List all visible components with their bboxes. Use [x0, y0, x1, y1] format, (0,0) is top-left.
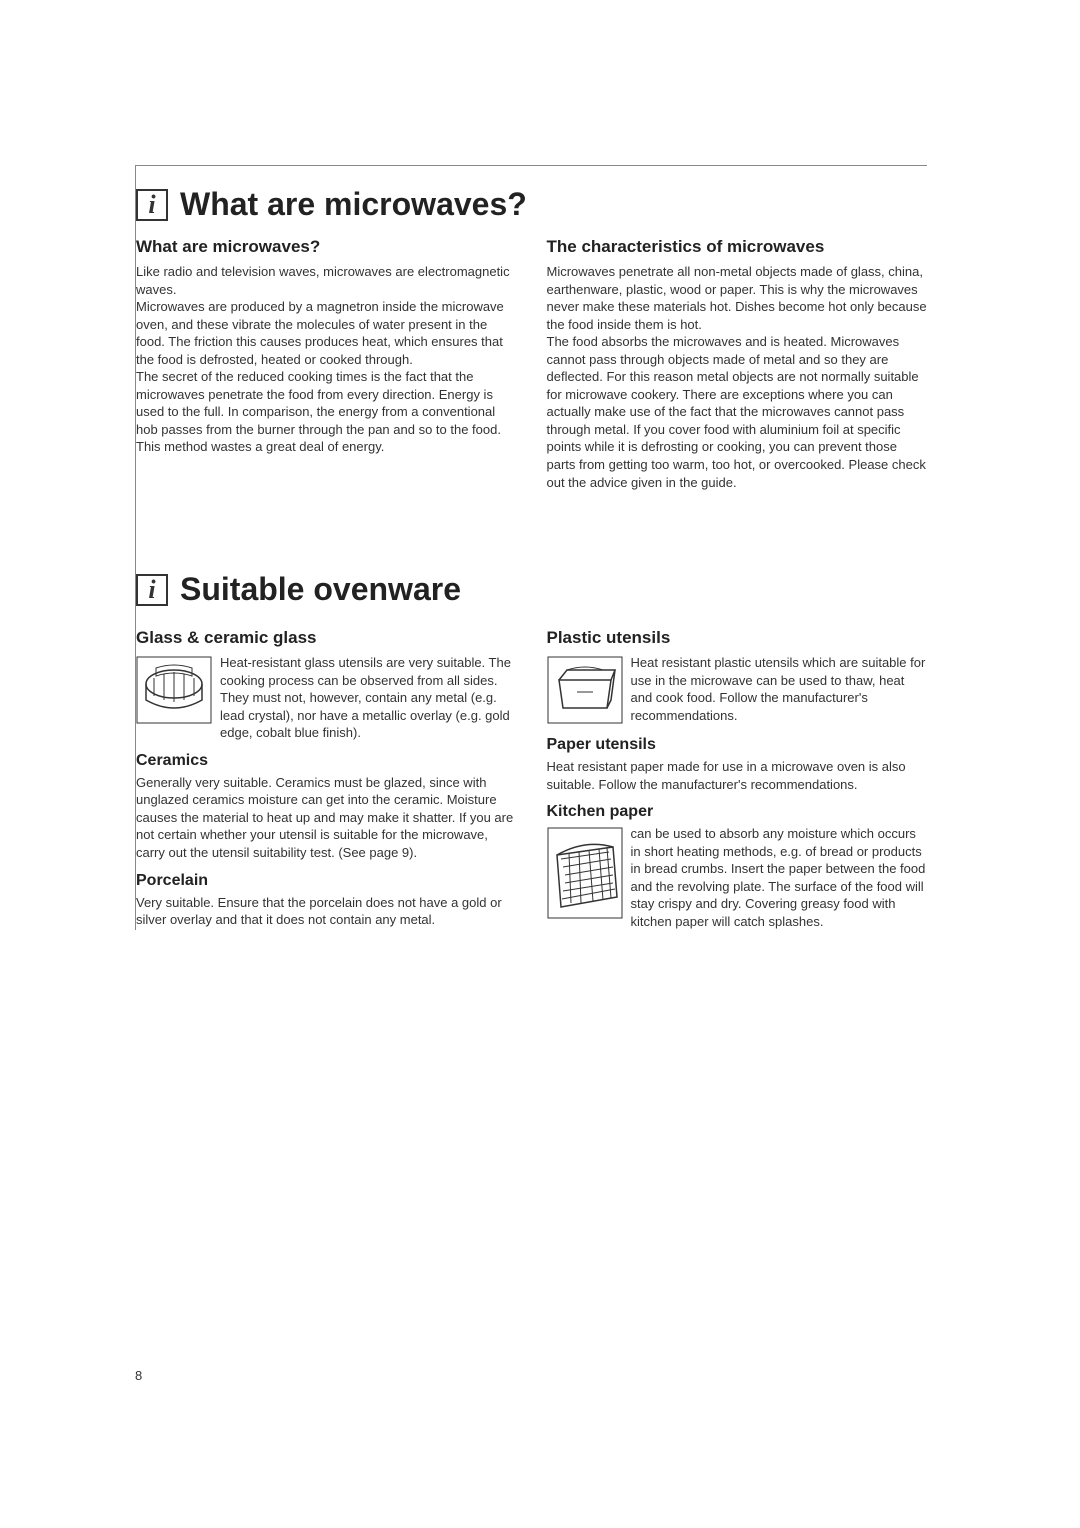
glass-dish-icon [136, 656, 212, 724]
section1-left-col: What are microwaves? Like radio and tele… [136, 237, 517, 491]
glass-heading: Glass & ceramic glass [136, 628, 517, 648]
section1-columns: What are microwaves? Like radio and tele… [136, 237, 927, 491]
porcelain-heading: Porcelain [136, 872, 517, 890]
ceramics-heading: Ceramics [136, 752, 517, 770]
glass-body: Heat-resistant glass utensils are very s… [136, 654, 517, 742]
paper-heading: Paper utensils [547, 736, 928, 754]
kitchen-body: can be used to absorb any moisture which… [547, 825, 928, 930]
section1-right-heading: The characteristics of microwaves [547, 237, 928, 257]
ceramics-body: Generally very suitable. Ceramics must b… [136, 774, 517, 862]
section1-left-body: Like radio and television waves, microwa… [136, 263, 517, 456]
section2: i Suitable ovenware Glass & ceramic glas… [136, 571, 927, 930]
section2-columns: Glass & ceramic glass Heat-resistant gla… [136, 622, 927, 930]
page-frame: i What are microwaves? What are microwav… [135, 165, 927, 930]
section2-title: Suitable ovenware [180, 571, 461, 608]
kitchen-wrap: can be used to absorb any moisture which… [631, 826, 926, 894]
section1-title-row: i What are microwaves? [136, 186, 927, 223]
porcelain-body: Very suitable. Ensure that the porcelain… [136, 894, 517, 929]
paper-body: Heat resistant paper made for use in a m… [547, 758, 928, 793]
section2-left-col: Glass & ceramic glass Heat-resistant gla… [136, 622, 517, 930]
plastic-container-icon [547, 656, 623, 724]
section2-right-col: Plastic utensils He [547, 622, 928, 930]
kitchen-paper-icon [547, 827, 623, 919]
section1-right-col: The characteristics of microwaves Microw… [547, 237, 928, 491]
page-number: 8 [135, 1368, 142, 1383]
plastic-heading: Plastic utensils [547, 628, 928, 648]
page-content: i What are microwaves? What are microwav… [136, 166, 927, 930]
info-icon: i [136, 189, 168, 221]
section1-right-body: Microwaves penetrate all non-metal objec… [547, 263, 928, 491]
section1-title: What are microwaves? [180, 186, 527, 223]
section1-left-heading: What are microwaves? [136, 237, 517, 257]
plastic-wrap: Heat resistant plastic utensils which ar… [631, 655, 926, 723]
glass-wrap: cooking process can be observed from all… [220, 673, 510, 741]
kitchen-after: stay crispy and dry. Covering greasy foo… [631, 896, 896, 929]
info-icon: i [136, 574, 168, 606]
glass-lead: Heat-resistant glass utensils are very s… [220, 655, 511, 670]
section2-title-row: i Suitable ovenware [136, 571, 927, 608]
plastic-body: Heat resistant plastic utensils which ar… [547, 654, 928, 724]
kitchen-heading: Kitchen paper [547, 803, 928, 821]
